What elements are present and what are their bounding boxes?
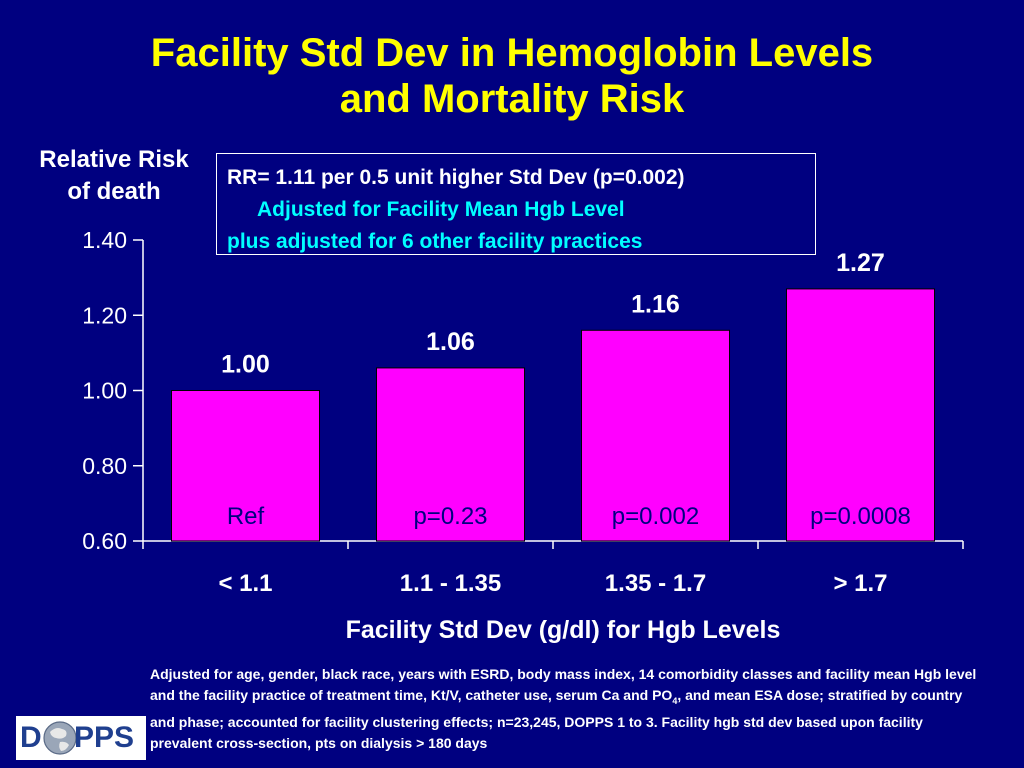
- logo-text-left: D: [20, 721, 42, 754]
- bar: [171, 390, 320, 542]
- bar-value-label: 1.06: [426, 328, 475, 356]
- annotation-line3: plus adjusted for 6 other facility pract…: [227, 230, 643, 253]
- x-tick-label: 1.35 - 1.7: [605, 570, 706, 597]
- annotation-line1: RR= 1.11 per 0.5 unit higher Std Dev (p=…: [227, 166, 685, 189]
- chart-title: Facility Std Dev in Hemoglobin Levels an…: [0, 30, 1024, 122]
- chart-title-line1: Facility Std Dev in Hemoglobin Levels: [150, 31, 874, 75]
- x-tick-label: < 1.1: [218, 570, 272, 597]
- y-axis-label-line2: of death: [67, 178, 161, 205]
- footnote-subscript: 4: [672, 695, 678, 706]
- y-tick-label: 0.80: [82, 453, 127, 479]
- globe-icon: [43, 721, 77, 755]
- y-tick-label: 1.40: [82, 227, 127, 253]
- bar-value-label: 1.27: [836, 249, 885, 277]
- y-axis-label: Relative Risk of death: [14, 144, 214, 208]
- dopps-logo: D PPS: [16, 716, 146, 760]
- y-tick-label: 0.60: [82, 528, 127, 554]
- footnote: Adjusted for age, gender, black race, ye…: [150, 664, 980, 754]
- footnote-part2: , and mean ESA dose; stratified by count…: [150, 687, 963, 751]
- footnote-part1: Adjusted for age, gender, black race, ye…: [150, 666, 977, 703]
- bar-p-value-label: p=0.0008: [810, 503, 911, 530]
- chart-title-line2: and Mortality Risk: [339, 77, 685, 121]
- x-tick-label: 1.1 - 1.35: [400, 570, 501, 597]
- bar: [786, 288, 935, 542]
- y-tick-label: 1.20: [82, 302, 127, 328]
- x-tick-label: > 1.7: [833, 570, 887, 597]
- x-axis-label: Facility Std Dev (g/dl) for Hgb Levels: [346, 616, 781, 644]
- bar-value-label: 1.00: [221, 351, 270, 379]
- y-axis-label-line1: Relative Risk: [39, 146, 189, 173]
- bar-p-value-label: Ref: [227, 503, 265, 530]
- y-tick-label: 1.00: [82, 378, 127, 404]
- bar: [581, 329, 730, 542]
- logo-text-right: PPS: [74, 721, 135, 754]
- bar-chart: 0.60 0.80 1.00 1.20 1.40 1.00 Ref < 1.1 1.06 p=0.…: [82, 227, 964, 644]
- bar-value-label: 1.16: [631, 290, 680, 318]
- bar: [376, 367, 525, 542]
- bar-p-value-label: p=0.23: [413, 503, 487, 530]
- annotation-box: RR= 1.11 per 0.5 unit higher Std Dev (p=…: [216, 153, 816, 255]
- bar-p-value-label: p=0.002: [612, 503, 699, 530]
- annotation-line2: Adjusted for Facility Mean Hgb Level: [257, 198, 625, 221]
